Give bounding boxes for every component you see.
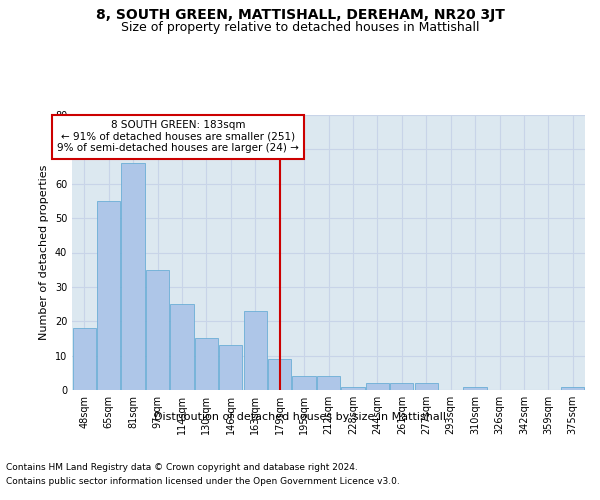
Bar bbox=[415, 383, 438, 390]
Bar bbox=[341, 386, 365, 390]
Bar bbox=[390, 383, 413, 390]
Bar bbox=[121, 163, 145, 390]
Bar bbox=[146, 270, 169, 390]
Bar bbox=[170, 304, 194, 390]
Text: 8 SOUTH GREEN: 183sqm
← 91% of detached houses are smaller (251)
9% of semi-deta: 8 SOUTH GREEN: 183sqm ← 91% of detached … bbox=[58, 120, 299, 154]
Bar bbox=[244, 311, 267, 390]
Bar bbox=[317, 376, 340, 390]
Text: Contains public sector information licensed under the Open Government Licence v3: Contains public sector information licen… bbox=[6, 478, 400, 486]
Bar bbox=[561, 386, 584, 390]
Bar bbox=[463, 386, 487, 390]
Bar bbox=[73, 328, 96, 390]
Text: 8, SOUTH GREEN, MATTISHALL, DEREHAM, NR20 3JT: 8, SOUTH GREEN, MATTISHALL, DEREHAM, NR2… bbox=[95, 8, 505, 22]
Bar bbox=[268, 359, 291, 390]
Bar bbox=[219, 346, 242, 390]
Text: Contains HM Land Registry data © Crown copyright and database right 2024.: Contains HM Land Registry data © Crown c… bbox=[6, 462, 358, 471]
Bar bbox=[195, 338, 218, 390]
Bar bbox=[292, 376, 316, 390]
Bar bbox=[366, 383, 389, 390]
Text: Distribution of detached houses by size in Mattishall: Distribution of detached houses by size … bbox=[154, 412, 446, 422]
Text: Size of property relative to detached houses in Mattishall: Size of property relative to detached ho… bbox=[121, 21, 479, 34]
Y-axis label: Number of detached properties: Number of detached properties bbox=[39, 165, 49, 340]
Bar bbox=[97, 201, 120, 390]
